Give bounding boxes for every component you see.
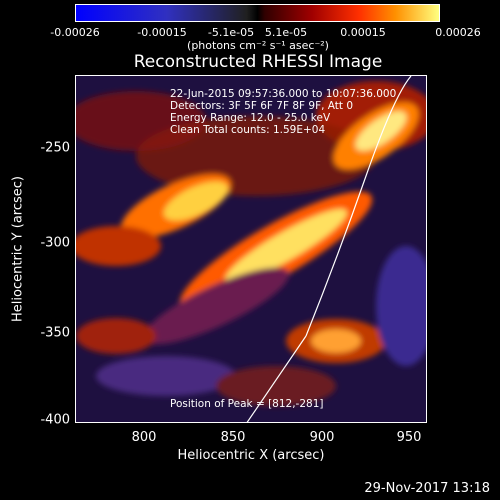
info-detectors: Detectors: 3F 5F 6F 7F 8F 9F, Att 0 xyxy=(170,100,354,112)
image-plot-area: 22-Jun-2015 09:57:36.000 to 10:07:36.000… xyxy=(75,75,427,423)
limb-curve xyxy=(305,76,412,337)
info-peak: Position of Peak = [812,-281] xyxy=(170,398,324,410)
y-tick-label: -250 xyxy=(40,140,70,156)
info-energy: Energy Range: 12.0 - 25.0 keV xyxy=(170,112,331,124)
x-tick-label: 850 xyxy=(220,430,246,445)
y-axis-title: Heliocentric Y (arcsec) xyxy=(10,176,26,322)
x-tick-label: 950 xyxy=(396,430,422,445)
colorbar-units: (photons cm⁻² s⁻¹ asec⁻²) xyxy=(187,39,329,52)
colorbar-tick: 5.1e-05 xyxy=(264,26,308,39)
colorbar-tick: -5.1e-05 xyxy=(207,26,255,39)
colorbar-tick: 0.00026 xyxy=(435,26,481,39)
footer-date: 29-Nov-2017 13:18 xyxy=(364,481,490,496)
y-tick-label: -400 xyxy=(40,412,70,428)
colorbar xyxy=(75,4,440,22)
x-axis-title: Heliocentric X (arcsec) xyxy=(177,448,325,463)
limb-line xyxy=(246,335,307,422)
x-tick-label: 800 xyxy=(131,430,157,445)
info-time: 22-Jun-2015 09:57:36.000 to 10:07:36.000 xyxy=(170,88,397,100)
rhessi-heatmap xyxy=(76,76,426,422)
x-tick-label: 900 xyxy=(309,430,335,445)
y-tick-label: -300 xyxy=(40,235,70,251)
colorbar-tick: -0.00026 xyxy=(50,26,100,39)
info-clean: Clean Total counts: 1.59E+04 xyxy=(170,124,326,136)
image-title: Reconstructed RHESSI Image xyxy=(133,52,383,72)
colorbar-tick: 0.00015 xyxy=(340,26,386,39)
colorbar-tick: -0.00015 xyxy=(137,26,187,39)
y-tick-label: -350 xyxy=(40,325,70,341)
